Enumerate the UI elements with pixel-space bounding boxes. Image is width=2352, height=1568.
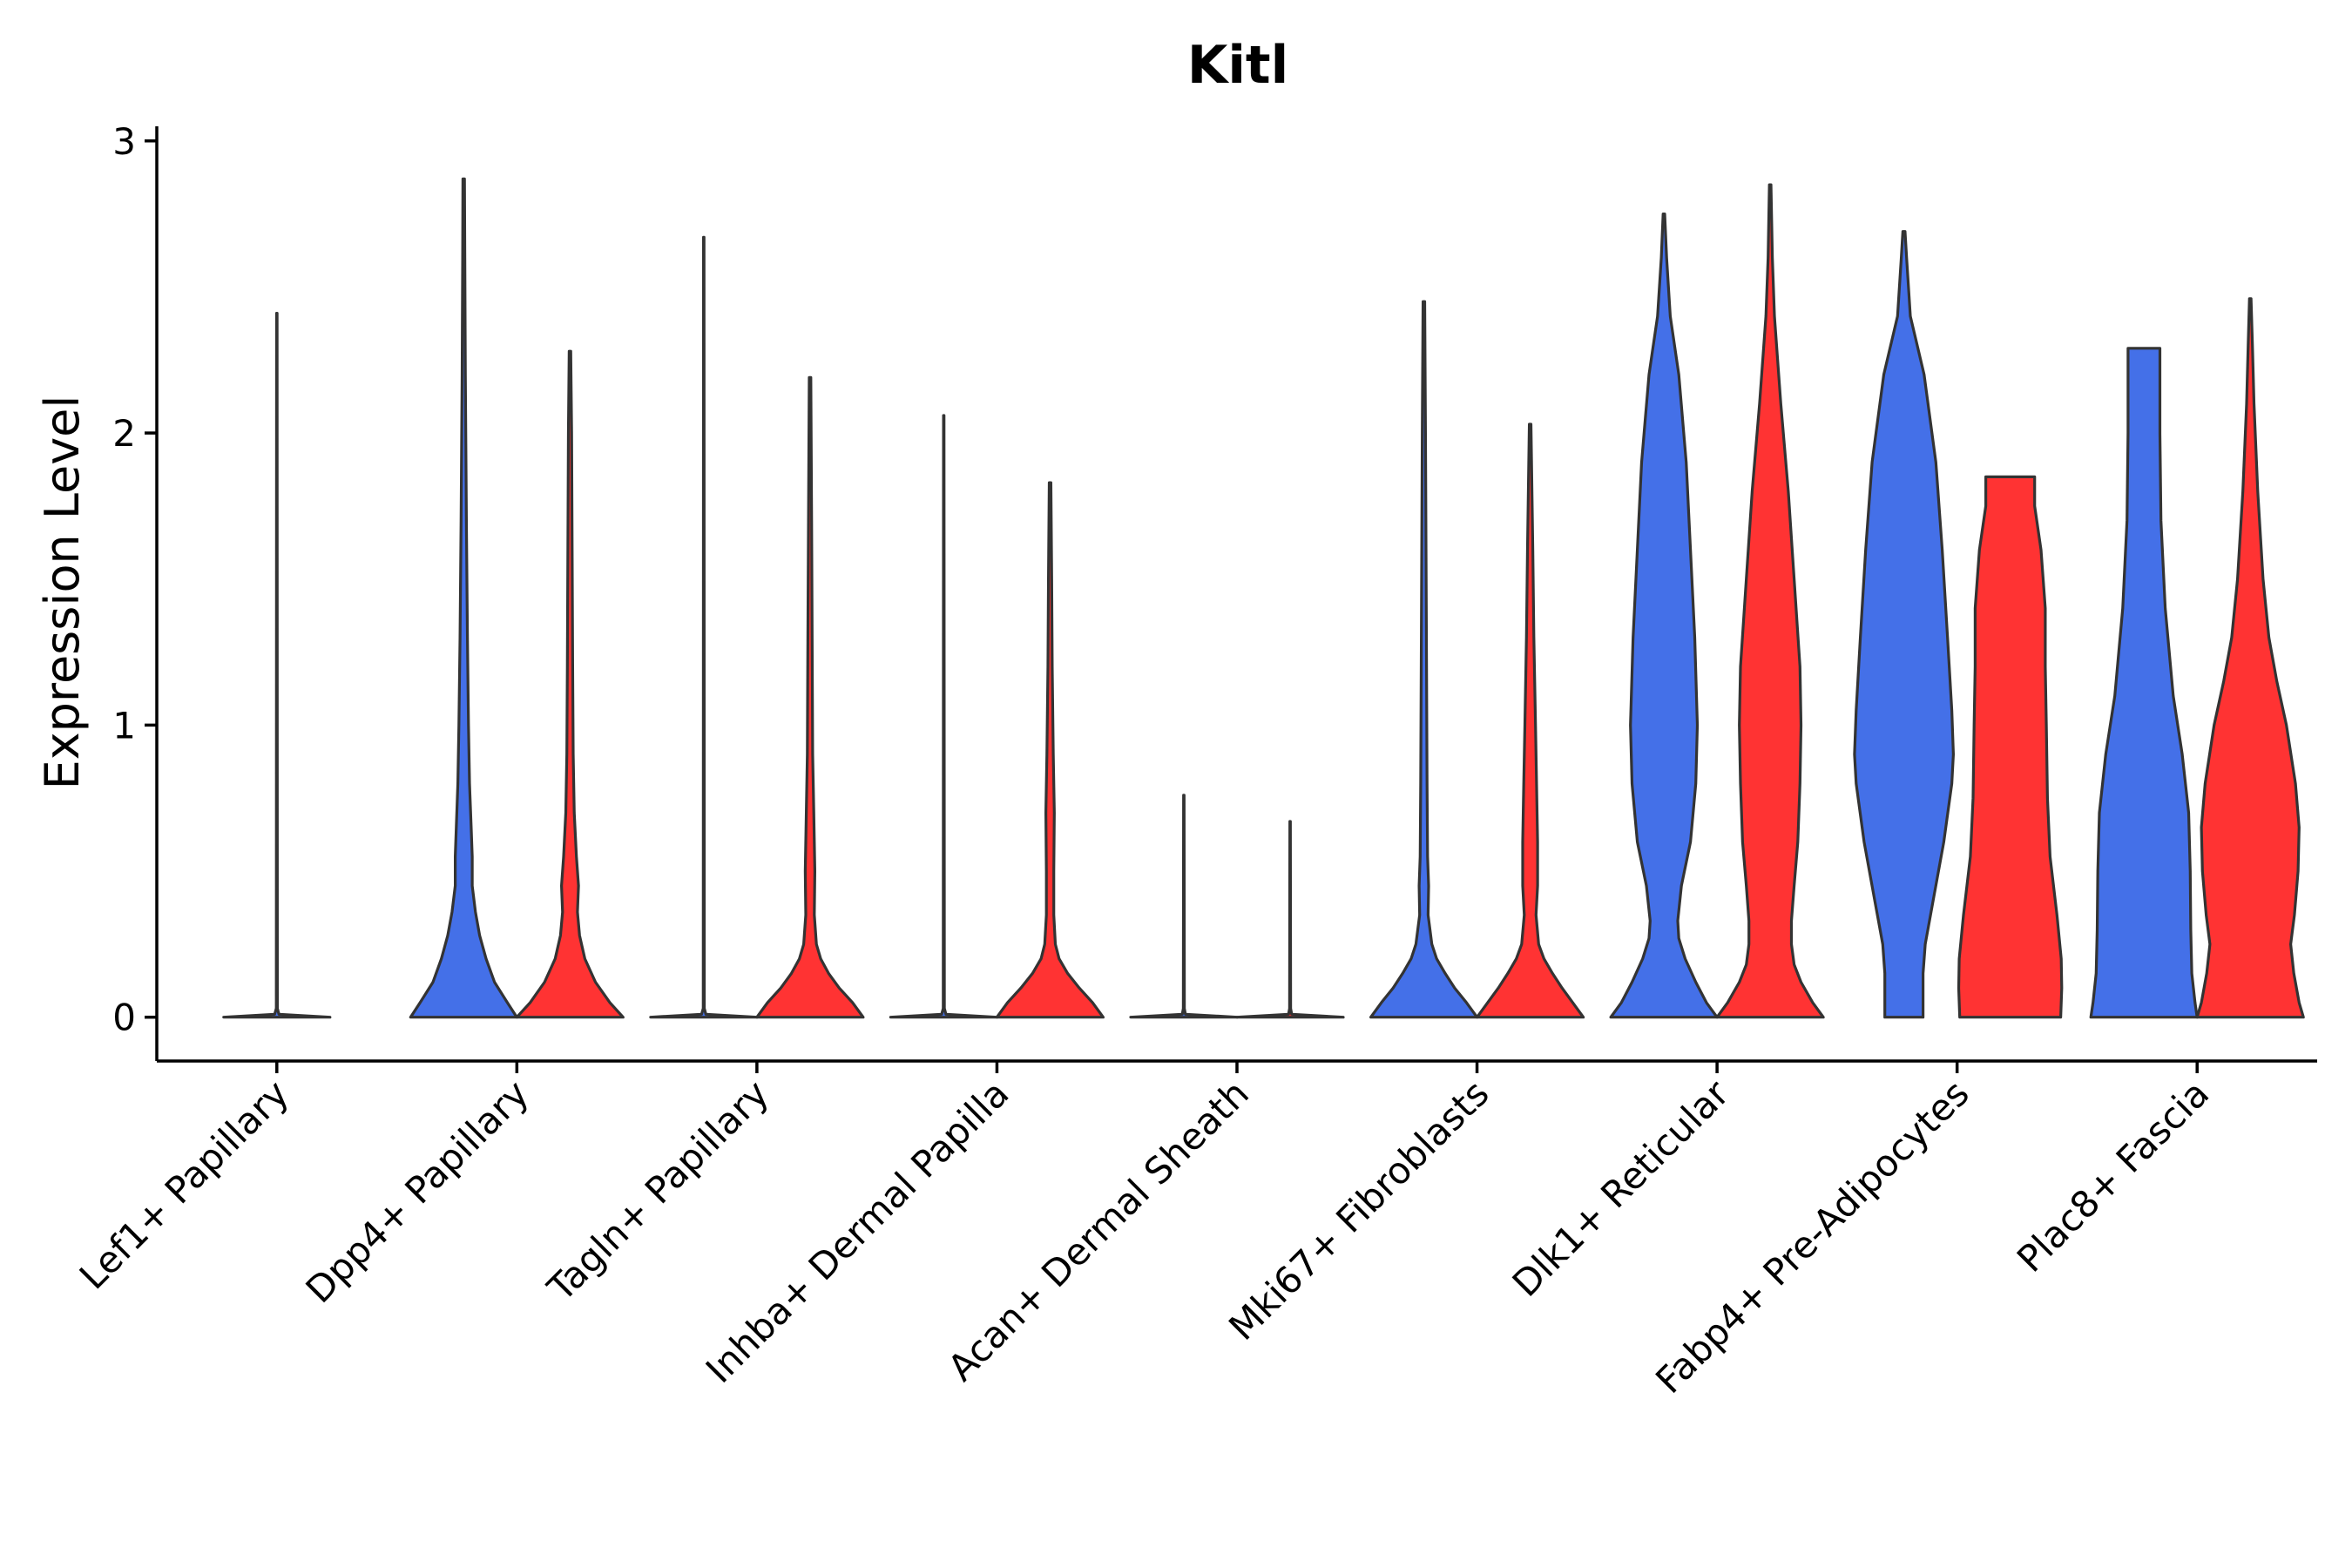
x-tick-label: Mki67+ Fibroblasts xyxy=(1220,1071,1497,1348)
violin-fabp4-pre-adipocytes-2 xyxy=(1957,475,2064,1019)
y-tick-label: 1 xyxy=(112,704,136,747)
chart-title: Kitl xyxy=(1187,35,1288,96)
violin-acan-dermal-sheath-1 xyxy=(1129,794,1239,1019)
y-axis-label: Expression Level xyxy=(35,395,90,790)
violin-dlk1-reticular-1 xyxy=(1609,213,1719,1019)
violin-mki67-fibroblasts-1 xyxy=(1369,300,1479,1019)
y-ticks: 0 1 2 3 xyxy=(112,120,157,1039)
violin-inhba-dermal-papilla-1 xyxy=(889,414,998,1019)
violin-acan-dermal-sheath-2 xyxy=(1235,820,1345,1019)
x-tick-label: Dlk1+ Reticular xyxy=(1504,1071,1738,1305)
violin-dpp4-papillary-2 xyxy=(515,349,625,1019)
violin-tagln-papillary-1 xyxy=(649,235,759,1019)
x-tick-label: Dpp4+ Papillary xyxy=(298,1071,537,1311)
x-tick-label: Plac8+ Fascia xyxy=(2009,1071,2217,1280)
violin-layer xyxy=(222,177,2305,1019)
violin-inhba-dermal-papilla-2 xyxy=(995,481,1105,1019)
x-tick-label: Lef1+ Papillary xyxy=(71,1071,297,1297)
x-ticks: Lef1+ Papillary Dpp4+ Papillary Tagln+ Pap… xyxy=(71,1061,2217,1402)
violin-tagln-papillary-2 xyxy=(755,375,865,1019)
y-tick-label: 0 xyxy=(112,997,136,1039)
violin-dpp4-papillary-1 xyxy=(409,177,518,1019)
violin-lef1-papillary-1 xyxy=(222,312,332,1019)
y-tick-label: 2 xyxy=(112,412,136,455)
violin-fabp4-pre-adipocytes-1 xyxy=(1853,230,1955,1019)
violin-mki67-fibroblasts-2 xyxy=(1476,422,1585,1019)
x-tick-label: Tagln+ Papillary xyxy=(539,1071,777,1309)
violin-plac8-fascia-1 xyxy=(2089,347,2199,1019)
violin-plac8-fascia-2 xyxy=(2195,297,2305,1019)
y-tick-label: 3 xyxy=(112,120,136,163)
violin-dlk1-reticular-2 xyxy=(1715,183,1825,1019)
